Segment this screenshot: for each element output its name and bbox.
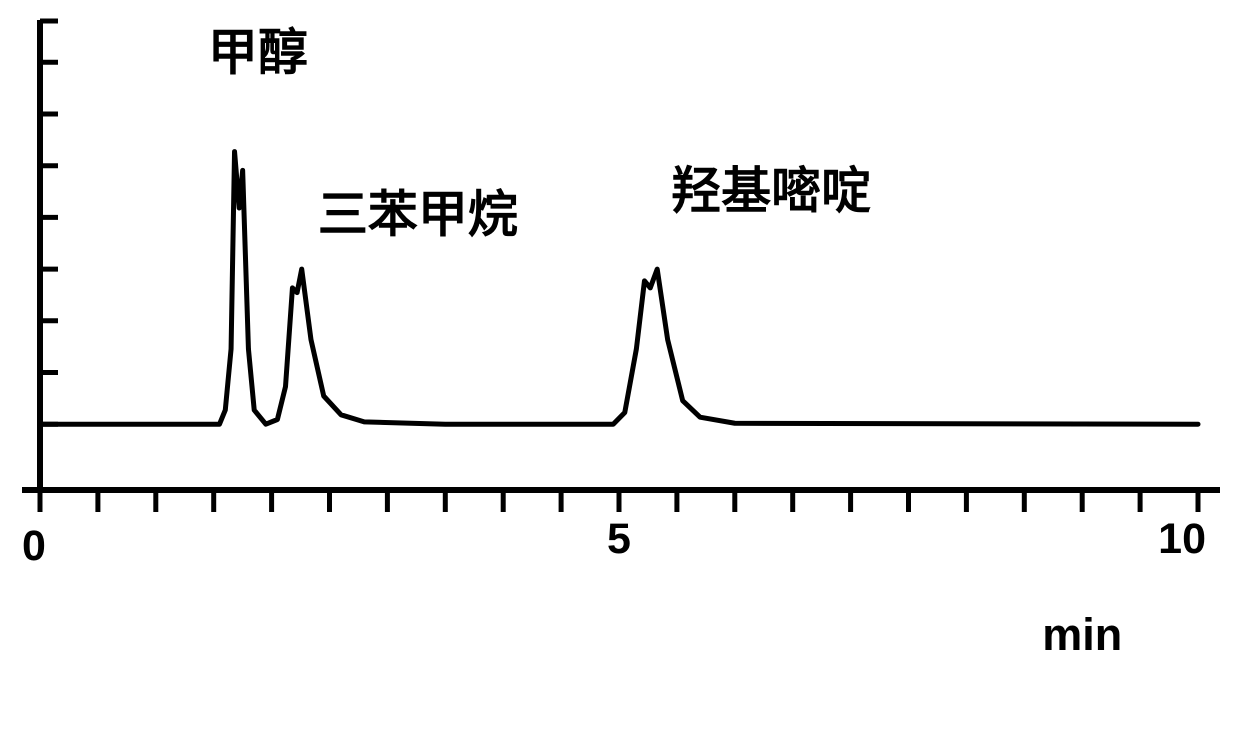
peak-label: 羟基嘧啶 (671, 163, 871, 219)
chromatogram-chart: 0 5 10 min 甲醇三苯甲烷 羟基嘧啶 (0, 0, 1240, 730)
x-axis-label: 0 (22, 522, 46, 570)
chart-svg: 0 5 10 min 甲醇三苯甲烷 羟基嘧啶 (0, 0, 1240, 730)
x-axis-label: 10 (1158, 515, 1206, 563)
x-axis-label: 5 (607, 515, 631, 563)
x-unit-label: min (1042, 609, 1122, 660)
peak-label: 甲醇 (208, 24, 308, 80)
peak-label: 三苯甲烷 (318, 187, 518, 243)
